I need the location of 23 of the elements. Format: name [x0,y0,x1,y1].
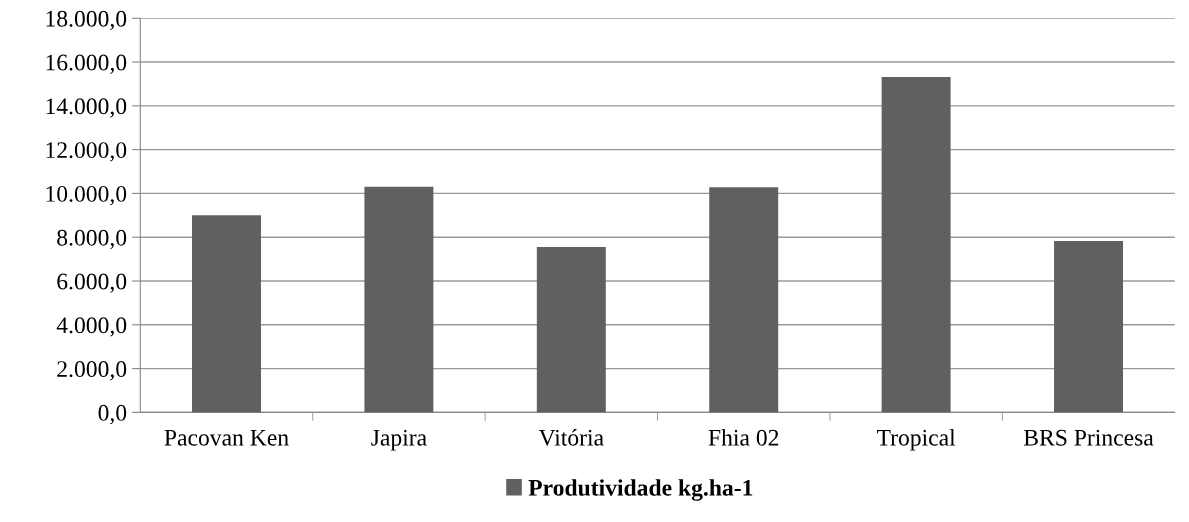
y-tick-label: 6.000,0 [57,273,127,293]
y-tick-label: 18.000,0 [46,10,127,31]
bar [536,247,606,413]
bar [192,215,261,413]
y-tick-label: 2.000,0 [57,361,127,381]
y-tick-label: 10.000,0 [46,185,127,206]
x-tick-label: Japira [371,429,427,451]
y-tick-label: 14.000,0 [46,98,127,118]
x-tick-label: Vitória [538,429,604,446]
legend-label: Produtividade kg.ha-1 [528,479,753,501]
x-tick-label: Fhia 02 [708,429,779,446]
y-tick-label: 0,0 [98,404,127,425]
y-tick-label: 4.000,0 [56,317,127,337]
bar [709,187,779,413]
x-tick-label: Tropical [876,429,956,451]
bar [1054,240,1124,413]
bar [881,76,951,413]
x-tick-label: BRS Princesa [1023,429,1154,446]
y-tick-label: 12.000,0 [46,142,127,162]
y-tick-label: 16.000,0 [46,54,127,74]
x-tick-label: Pacovan Ken [164,429,289,446]
y-tick-label: 8.000,0 [57,229,127,250]
bar [364,186,434,413]
